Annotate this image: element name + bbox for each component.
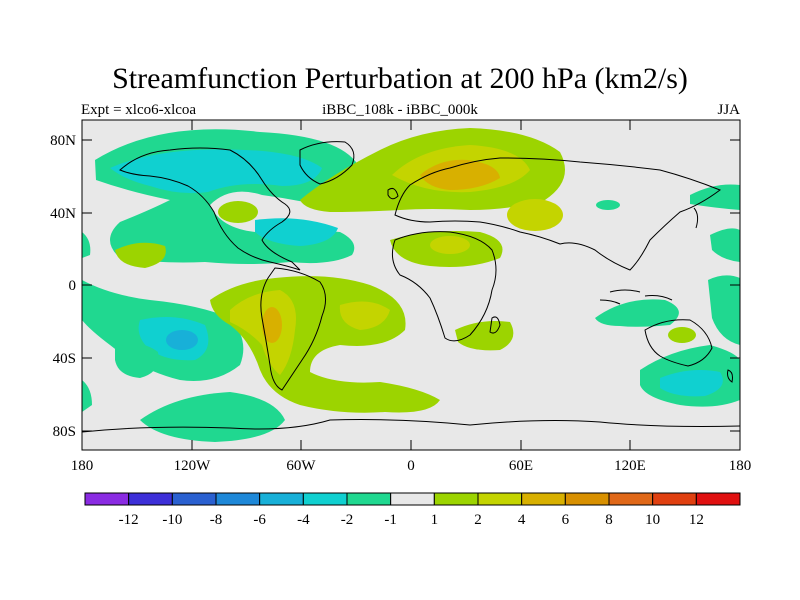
- coastline-new-zealand: [727, 369, 733, 383]
- colorbar-label-4: -4: [297, 512, 310, 528]
- lon-label-0: 0: [407, 458, 415, 474]
- coastline-europe-asia: [394, 157, 722, 271]
- comparison-label: iBBC_108k - iBBC_000k: [322, 102, 478, 118]
- lon-label-180W: 180: [71, 458, 94, 474]
- contour-negative-indonesia: [595, 299, 679, 327]
- colorbar-box-0: [84, 492, 130, 506]
- contour-negative-south-pacific-core: [166, 330, 198, 350]
- colorbar-box-3: [215, 492, 261, 506]
- colorbar-label-0: -12: [119, 512, 139, 528]
- lon-label-60E: 60E: [509, 458, 533, 474]
- contour-negative-ne-asia: [596, 200, 620, 210]
- colorbar-box-12: [608, 492, 654, 506]
- colorbar-box-14: [695, 492, 741, 506]
- contour-positive-nw-america: [218, 201, 258, 223]
- colorbar-label-3: -6: [253, 512, 266, 528]
- lat-label-80S: 80S: [53, 424, 76, 440]
- contour-negative-southeast-pacific: [115, 343, 159, 378]
- colorbar-box-13: [652, 492, 697, 506]
- colorbar-box-4: [259, 492, 304, 506]
- lon-label-180E: 180: [729, 458, 752, 474]
- coastline-greenland: [299, 141, 355, 185]
- contour-positive-australia: [668, 327, 696, 343]
- contour-negative-southern-ocean: [140, 392, 285, 442]
- colorbar-box-8: [433, 492, 479, 506]
- colorbar-box-7: [390, 492, 435, 506]
- contour-negative-far-west: [82, 380, 92, 412]
- contour-negative-far-west-top: [82, 232, 91, 258]
- colorbar-label-13: 12: [689, 512, 704, 528]
- colorbar-label-11: 8: [605, 512, 613, 528]
- contour-positive-arabia: [430, 236, 470, 254]
- contour-positive-caribbean: [115, 242, 166, 268]
- lon-axis: 180 120W 60W 0 60E 120E 180: [71, 120, 752, 474]
- colorbar-label-12: 10: [645, 512, 660, 528]
- colorbar-label-9: 4: [518, 512, 526, 528]
- season-label: JJA: [717, 102, 740, 118]
- coastline-uk: [387, 188, 399, 200]
- colorbar-box-10: [521, 492, 566, 506]
- colorbar-label-5: -2: [341, 512, 354, 528]
- coastlines: [82, 141, 740, 433]
- lon-label-120E: 120E: [614, 458, 646, 474]
- coastline-australia: [644, 319, 713, 367]
- coastline-indonesia: [599, 289, 673, 305]
- lon-label-60W: 60W: [286, 458, 316, 474]
- contour-fill-layer: [82, 120, 740, 450]
- contour-negative-wpac: [710, 228, 740, 262]
- contour-negative-gulf: [255, 218, 338, 246]
- contour-negative-east-asia: [690, 184, 740, 210]
- colorbar: -12 -10 -8 -6 -4 -2 -1 1 2 4 6 8 10 12: [84, 492, 741, 528]
- contour-negative-east-australia: [708, 275, 740, 345]
- coastline-antarctica: [82, 419, 740, 433]
- contour-negative-north-america-inner: [110, 149, 322, 194]
- plot-title: Streamfunction Perturbation at 200 hPa (…: [112, 62, 688, 95]
- lat-label-40N: 40N: [50, 206, 76, 222]
- lat-label-40S: 40S: [53, 351, 76, 367]
- coastline-north-america: [119, 147, 301, 271]
- colorbar-box-5: [302, 492, 348, 506]
- contour-positive-south-atlantic: [339, 301, 390, 330]
- colorbar-box-2: [171, 492, 217, 506]
- colorbar-box-11: [564, 492, 610, 506]
- lon-label-120W: 120W: [174, 458, 212, 474]
- colorbar-box-1: [128, 492, 173, 506]
- contour-positive-caspian: [507, 199, 563, 231]
- lat-axis: 80N 40N 0 40S 80S: [50, 133, 740, 440]
- contour-negative-australia-inner: [660, 370, 723, 397]
- coastline-africa: [391, 231, 497, 342]
- colorbar-label-10: 6: [562, 512, 570, 528]
- lat-label-80N: 80N: [50, 133, 76, 149]
- colorbar-label-7: 1: [431, 512, 439, 528]
- colorbar-label-6: -1: [384, 512, 397, 528]
- coastline-madagascar: [489, 316, 501, 334]
- experiment-label: Expt = xlco6-xlcoa: [81, 102, 197, 118]
- coastline-south-america: [260, 267, 326, 391]
- colorbar-box-6: [346, 492, 392, 506]
- colorbar-box-9: [477, 492, 523, 506]
- lat-label-0: 0: [69, 278, 77, 294]
- colorbar-label-2: -8: [210, 512, 223, 528]
- colorbar-label-8: 2: [474, 512, 482, 528]
- colorbar-label-1: -10: [162, 512, 182, 528]
- contour-positive-south-america-core: [262, 307, 282, 343]
- contour-positive-europe-core: [420, 159, 500, 190]
- coastline-japan: [693, 207, 699, 229]
